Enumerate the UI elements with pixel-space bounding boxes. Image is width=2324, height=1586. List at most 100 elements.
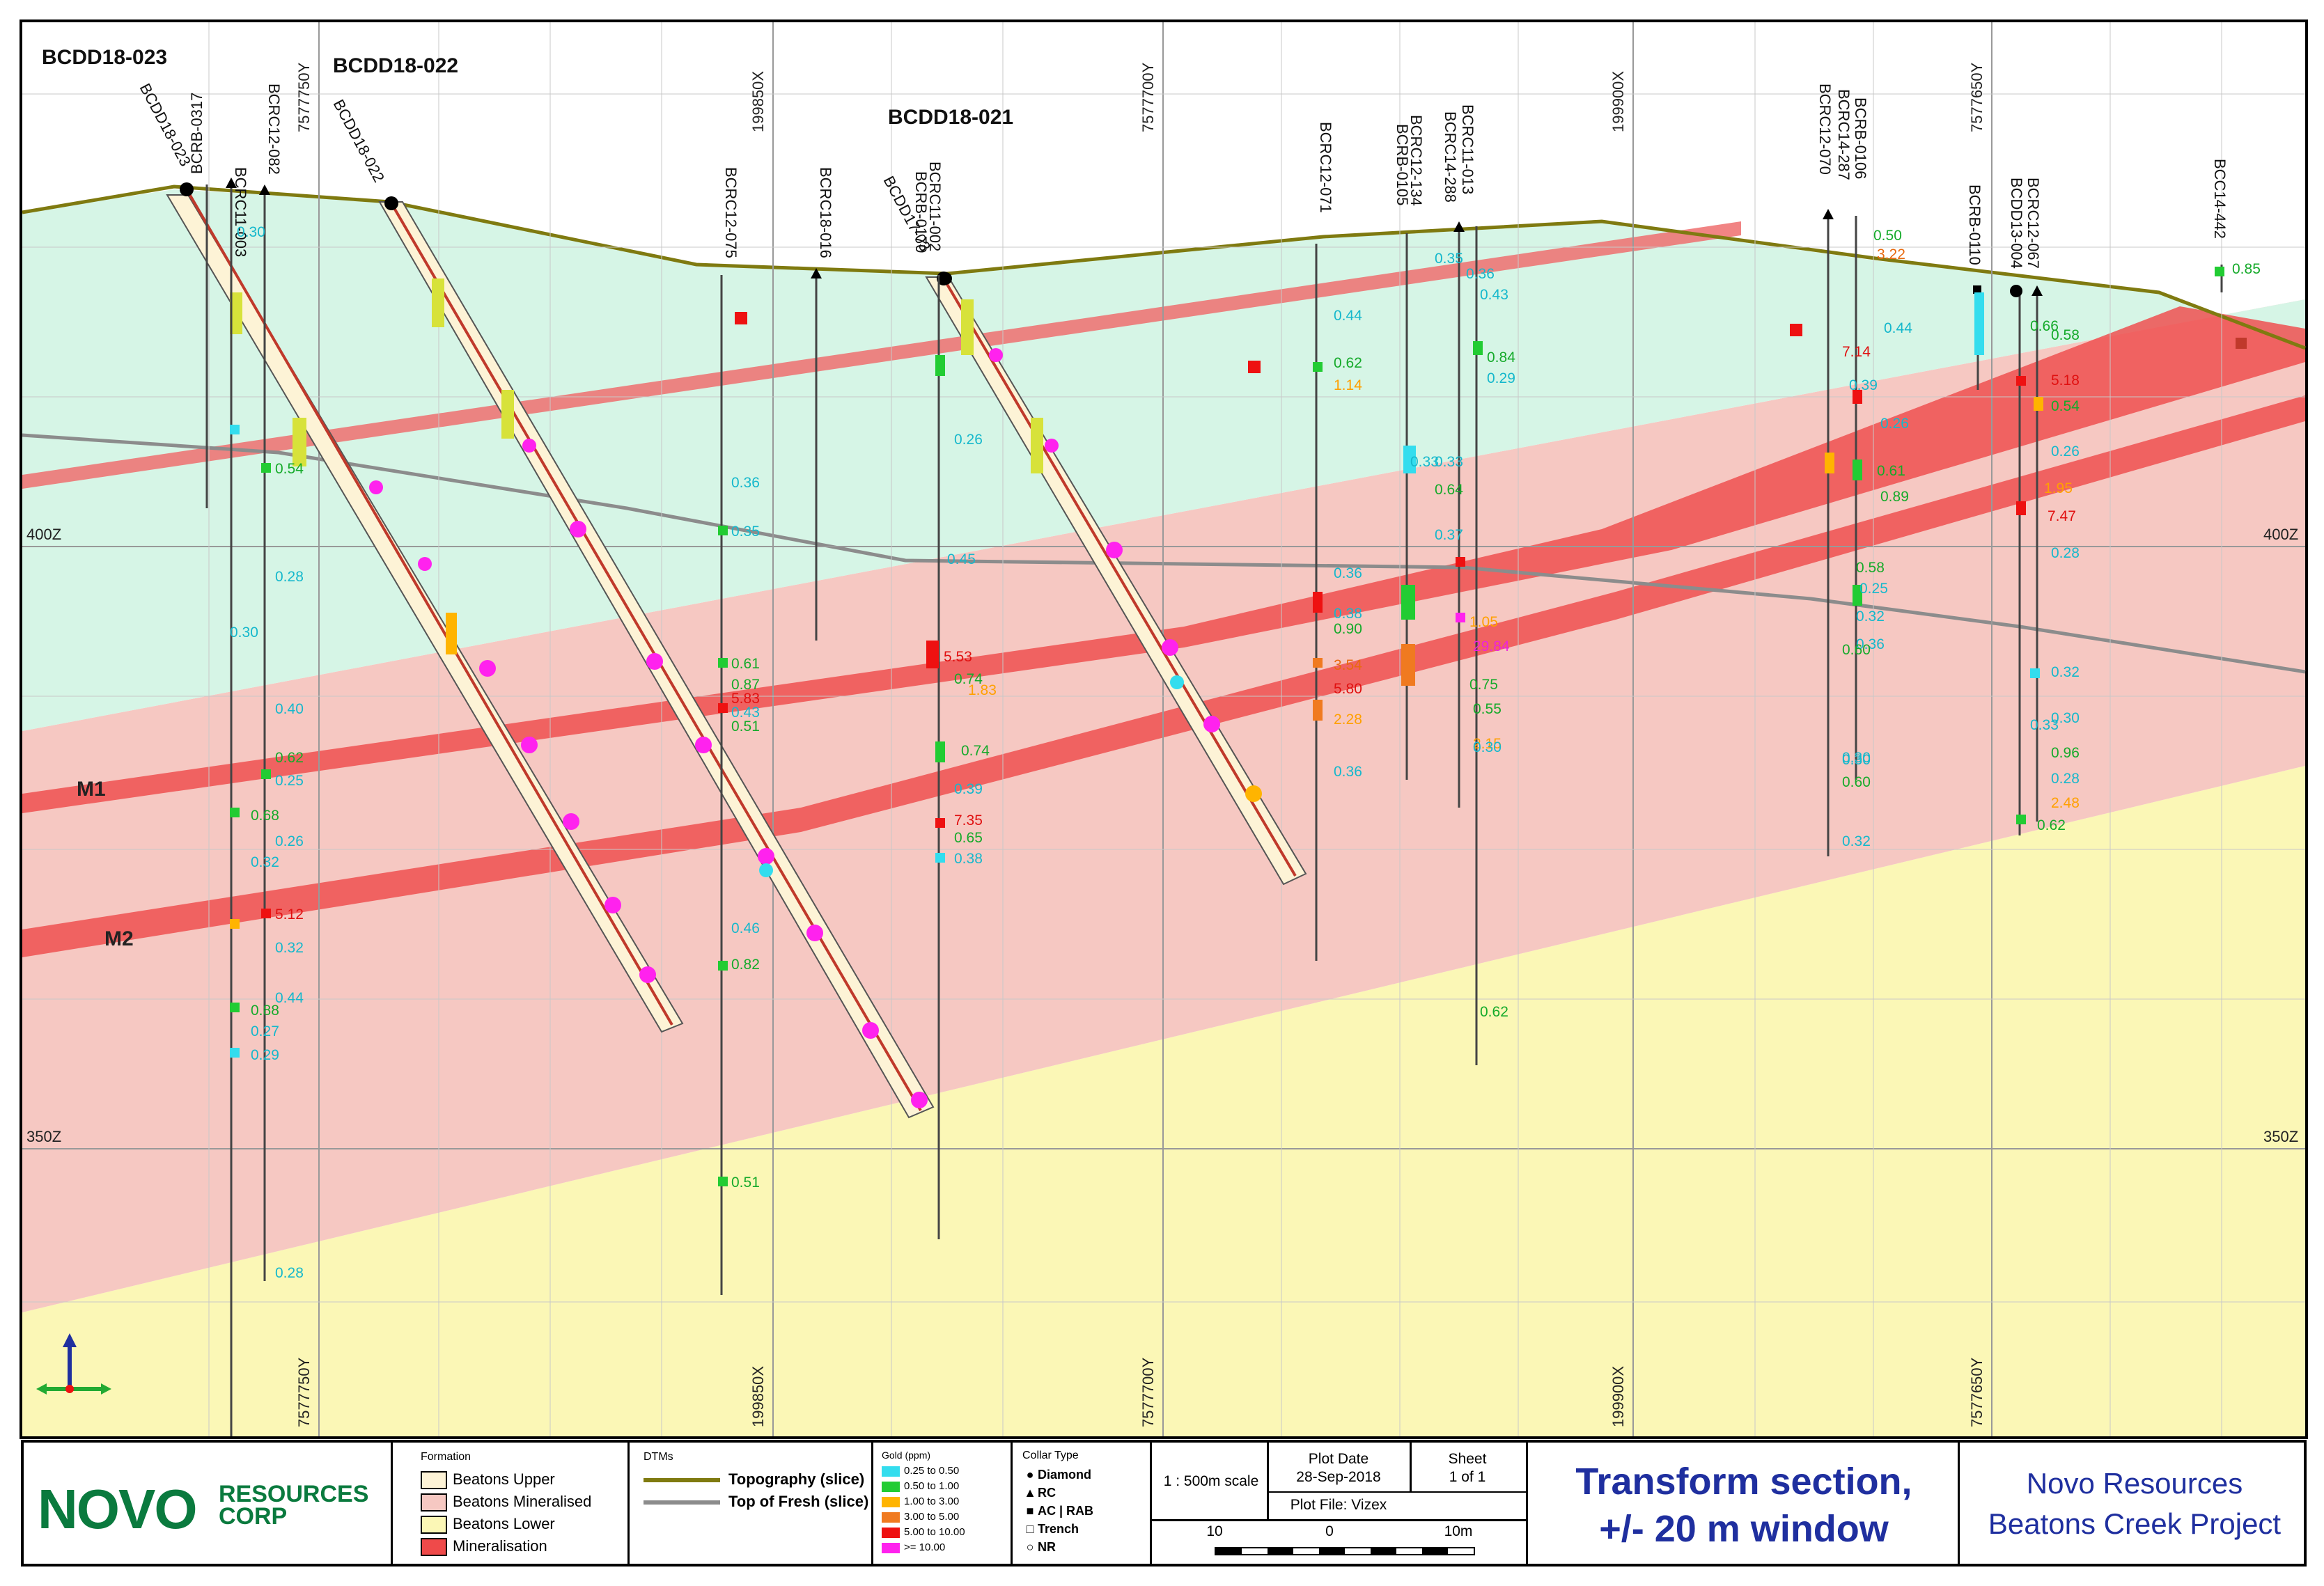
legend-label: Beatons Upper: [453, 1470, 555, 1488]
assay-value-label: 0.54: [2051, 398, 2080, 414]
assay-value-label: 0.26: [954, 432, 983, 448]
legend-label: Mineralisation: [453, 1537, 547, 1555]
grid-label-bottom: 7577650Y: [1968, 1357, 1986, 1427]
assay-value-label: 0.82: [731, 957, 760, 973]
legend-item: ○ NR: [1022, 1540, 1056, 1555]
assay-value-label: 0.30: [2051, 710, 2080, 726]
elev-label-right: 350Z: [2263, 1128, 2298, 1145]
divider: [1410, 1443, 1412, 1491]
grid-label-top: 7577700Y: [1139, 62, 1157, 132]
assay-value-label: 0.29: [1487, 370, 1515, 386]
legend-label: Topography (slice): [728, 1470, 865, 1488]
assay-value-label: 0.44: [275, 990, 304, 1006]
assay-value-label: 0.30: [237, 224, 265, 240]
m1-band: [22, 306, 2305, 813]
hole-labels-main: BCDD18-023 BCDD18-022 BCDD18-021: [42, 46, 1013, 129]
assay-value-label: 0.87: [731, 677, 760, 693]
assay-value-label: 0.61: [1877, 463, 1905, 479]
legend-label: AC | RAB: [1038, 1504, 1094, 1518]
legend-item: 3.00 to 5.00: [882, 1511, 959, 1523]
assay-value-label: 0.74: [954, 671, 983, 687]
elev-label-left: 400Z: [26, 526, 61, 543]
assay-value-label: 0.30: [1473, 739, 1502, 755]
legend-heading: Collar Type: [1022, 1450, 1079, 1461]
assay-value-label: 0.27: [251, 1023, 279, 1039]
grid-label-bottom: 199850X: [749, 1366, 767, 1427]
assay-value-label: 0.84: [1487, 350, 1515, 366]
legend-item: ▲ RC: [1022, 1486, 1056, 1500]
assay-value-label: 0.26: [275, 833, 304, 849]
triangle-icon: ▲: [1024, 1486, 1036, 1500]
assay-value-label: 0.37: [1435, 527, 1463, 543]
assay-value-label: 0.85: [2232, 261, 2261, 277]
top-of-fresh-line: [22, 433, 2306, 674]
assay-value-label: 0.25: [1859, 581, 1888, 597]
divider: [1152, 1519, 1528, 1521]
plot-file: Plot File: Vizex: [1290, 1497, 1387, 1513]
title-block: NOVO RESOURCES CORP Formation Beatons Upp…: [21, 1440, 2307, 1567]
assay-value-label: 0.30: [1842, 750, 1871, 766]
title-box: Transform section, +/- 20 m window: [1528, 1443, 1960, 1564]
assay-value-label: 0.62: [275, 750, 304, 766]
legend-label: Trench: [1038, 1522, 1079, 1536]
assay-value-label: 1.83: [968, 682, 997, 698]
legend-item: Beatons Upper: [421, 1470, 616, 1490]
assay-value-label: 0.36: [1856, 636, 1885, 652]
assay-value-label: 0.51: [731, 1175, 760, 1191]
assay-value-label: 7.47: [2048, 508, 2076, 524]
assay-value-label: 0.28: [275, 1265, 304, 1281]
legend-swatch: [882, 1512, 900, 1523]
assay-value-label: 0.36: [1334, 565, 1362, 581]
formation-legend: Formation Beatons Upper Beatons Minerali…: [393, 1443, 630, 1564]
assay-value-label: 0.90: [1334, 621, 1362, 637]
diamond-hole-bcdd18-023: [166, 182, 684, 1033]
assay-value-label: 1.95: [2044, 480, 2073, 496]
assay-value-label: 0.61: [731, 656, 760, 672]
legend-item: Mineralisation: [421, 1537, 616, 1557]
scalebar-label: 0: [1325, 1523, 1334, 1539]
legend-item: Beatons Mineralised: [421, 1493, 616, 1512]
legend-label: 0.25 to 0.50: [904, 1465, 960, 1477]
legend-item: >= 10.00: [882, 1541, 945, 1553]
legend-swatch: [421, 1493, 447, 1512]
legend-label: RC: [1038, 1486, 1056, 1500]
legend-swatch: [421, 1516, 447, 1534]
assay-value-label: 0.36: [1466, 266, 1495, 282]
hole-label: BCRB-0110: [1966, 184, 1983, 265]
assay-value-label: 0.68: [251, 808, 279, 824]
section-title: Transform section, +/- 20 m window: [1528, 1458, 1960, 1553]
assay-value-label: 0.28: [2051, 545, 2080, 561]
plot-info: 1 : 500m scale Plot Date 28-Sep-2018 She…: [1152, 1443, 1528, 1564]
assay-value-label: 0.44: [1884, 320, 1912, 336]
assay-value-label: 0.64: [1435, 482, 1463, 498]
scalebar-label: 10: [1206, 1523, 1223, 1539]
grid-label-bottom: 199900X: [1609, 1366, 1627, 1427]
assay-value-label: 0.40: [275, 701, 304, 717]
assay-value-label: 2.48: [2051, 795, 2080, 811]
legend-swatch: [882, 1466, 900, 1477]
assay-value-label: 0.38: [1334, 606, 1362, 622]
hole-label: BCRB-0106: [1852, 97, 1869, 179]
hole-label: BCRB-0317: [188, 93, 205, 174]
grid-label-bottom: 7577750Y: [295, 1357, 313, 1427]
assay-value-label: 0.43: [1480, 287, 1508, 303]
hole-label: BCRB-0170: [912, 171, 930, 253]
assay-value-label: 3.54: [1334, 657, 1362, 673]
legend-item: 1.00 to 3.00: [882, 1495, 959, 1507]
legend-item: 0.50 to 1.00: [882, 1480, 959, 1492]
assay-value-label: 0.30: [1842, 752, 1871, 768]
divider: [1269, 1491, 1527, 1493]
hole-label: BCRC12-070: [1816, 84, 1834, 175]
legend-swatch: [882, 1542, 900, 1553]
assay-value-label: 0.75: [1469, 677, 1498, 693]
assay-value-label: 0.28: [2051, 771, 2080, 787]
hole-label: BCDD18-023: [42, 46, 167, 69]
assay-labels: 0.300.360.350.330.610.875.830.430.510.54…: [230, 224, 2261, 1281]
assay-value-label: 0.46: [731, 920, 760, 936]
assay-value-label: 5.53: [944, 649, 972, 665]
plot-date-label: Plot Date: [1308, 1451, 1369, 1467]
scalebar-label: 10m: [1444, 1523, 1473, 1539]
hole-label: BCRC12-082: [265, 84, 283, 175]
hole-label: BCRC12-071: [1317, 122, 1334, 213]
legend-label: Diamond: [1038, 1468, 1092, 1482]
